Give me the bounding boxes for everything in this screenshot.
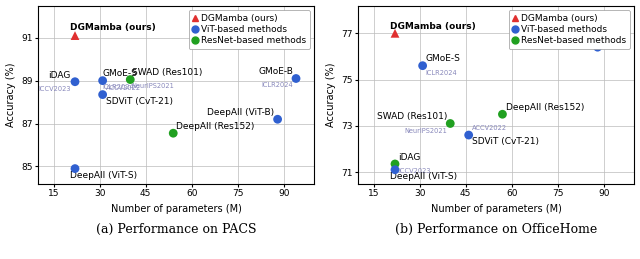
Text: DGMamba (ours): DGMamba (ours) <box>70 23 156 32</box>
Text: ICLR2024: ICLR2024 <box>426 70 458 76</box>
Text: ICCV2023: ICCV2023 <box>398 168 431 174</box>
X-axis label: Number of parameters (M): Number of parameters (M) <box>111 204 242 214</box>
Text: ICCV2023: ICCV2023 <box>38 85 70 92</box>
Point <box>445 121 456 126</box>
Text: DeepAll (Res152): DeepAll (Res152) <box>506 103 584 112</box>
Text: DeepAll (ViT-B): DeepAll (ViT-B) <box>527 36 595 45</box>
Text: DeepAll (Res152): DeepAll (Res152) <box>176 122 255 131</box>
Text: ACCV2022: ACCV2022 <box>472 125 507 131</box>
Point <box>125 77 136 82</box>
Text: (b) Performance on OfficeHome: (b) Performance on OfficeHome <box>395 223 597 236</box>
Point <box>417 64 428 68</box>
Text: NeurIPS2021: NeurIPS2021 <box>404 128 447 134</box>
Text: SWAD (Res101): SWAD (Res101) <box>132 68 202 77</box>
Point <box>390 162 400 166</box>
Text: DeepAll (ViT-S): DeepAll (ViT-S) <box>70 171 138 180</box>
Point <box>291 76 301 81</box>
Text: (a) Performance on PACS: (a) Performance on PACS <box>96 223 257 236</box>
Point <box>390 168 400 172</box>
Y-axis label: Accuracy (%): Accuracy (%) <box>6 62 15 127</box>
Point <box>70 33 80 38</box>
Point <box>97 78 108 83</box>
Text: ICLR2024: ICLR2024 <box>581 43 613 49</box>
Text: DeepAll (ViT-S): DeepAll (ViT-S) <box>390 172 458 181</box>
Text: GMoE-S: GMoE-S <box>426 54 461 63</box>
Point <box>70 167 80 171</box>
Point <box>97 92 108 97</box>
Text: SWAD (Res101): SWAD (Res101) <box>377 112 447 121</box>
Y-axis label: Accuracy (%): Accuracy (%) <box>326 62 335 127</box>
Text: iDAG: iDAG <box>398 153 420 162</box>
X-axis label: Number of parameters (M): Number of parameters (M) <box>431 204 562 214</box>
Point <box>70 80 80 84</box>
Point <box>168 131 179 135</box>
Text: DeepAll (ViT-B): DeepAll (ViT-B) <box>207 108 275 117</box>
Text: NeurIPS2021: NeurIPS2021 <box>132 83 175 89</box>
Text: DGMamba (ours): DGMamba (ours) <box>390 21 476 31</box>
Text: ACCV2022: ACCV2022 <box>106 85 141 91</box>
Text: SDViT (CvT-21): SDViT (CvT-21) <box>472 137 539 146</box>
Legend: DGMamba (ours), ViT-based methods, ResNet-based methods: DGMamba (ours), ViT-based methods, ResNe… <box>509 10 630 49</box>
Legend: DGMamba (ours), ViT-based methods, ResNet-based methods: DGMamba (ours), ViT-based methods, ResNe… <box>189 10 310 49</box>
Point <box>273 117 283 121</box>
Point <box>497 112 508 116</box>
Text: iDAG: iDAG <box>48 70 70 80</box>
Point <box>611 37 621 41</box>
Point <box>390 31 400 35</box>
Text: ICLR2024: ICLR2024 <box>261 82 293 88</box>
Text: ICLR2024: ICLR2024 <box>102 84 134 90</box>
Text: GMoE-B: GMoE-B <box>578 28 613 37</box>
Text: GMoE-S: GMoE-S <box>102 69 138 78</box>
Point <box>463 133 474 137</box>
Text: GMoE-B: GMoE-B <box>258 67 293 76</box>
Point <box>593 45 603 49</box>
Text: SDViT (CvT-21): SDViT (CvT-21) <box>106 97 173 106</box>
